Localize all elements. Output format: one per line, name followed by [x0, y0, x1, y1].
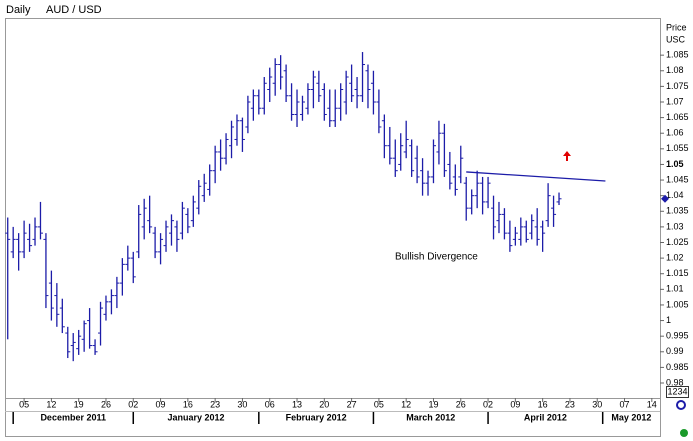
month-label: May 2012 [611, 412, 651, 422]
annotation: Bullish Divergence [395, 252, 478, 263]
y-tick-label: 1.08 [666, 65, 684, 75]
y-tick-label: 1.085 [666, 50, 689, 60]
x-tick-label: 19 [74, 399, 84, 409]
y-tick-label: 0.98 [666, 377, 684, 387]
x-tick-label: 23 [565, 399, 575, 409]
y-tick-label: 1.025 [666, 237, 689, 247]
x-tick-label: 30 [592, 399, 602, 409]
corner-label: 1234 [667, 386, 687, 396]
x-tick-label: 05 [19, 399, 29, 409]
y-tick-label: 1.02 [666, 252, 684, 262]
x-tick-label: 20 [319, 399, 329, 409]
y-tick-label: 1.055 [666, 143, 689, 153]
x-tick-label: 14 [647, 399, 657, 409]
y-tick-label: 1.075 [666, 81, 689, 91]
x-tick-label: 12 [46, 399, 56, 409]
month-label: February 2012 [286, 412, 347, 422]
trendline [466, 171, 606, 182]
x-tick-label: 19 [428, 399, 438, 409]
y-tick-label: 0.995 [666, 331, 689, 341]
y-tick-label: 1 [666, 315, 671, 325]
y-tick-label: 1.06 [666, 128, 684, 138]
arrow-icon [563, 151, 571, 161]
y-tick-label: 1.07 [666, 96, 684, 106]
y-tick-label: 1.05 [666, 159, 684, 169]
x-tick-label: 02 [128, 399, 138, 409]
y-tick-label: 1.01 [666, 284, 684, 294]
x-tick-label: 16 [183, 399, 193, 409]
x-tick-label: 26 [101, 399, 111, 409]
y-tick-label: 0.985 [666, 362, 689, 372]
y-tick-label: 1.015 [666, 268, 689, 278]
plot-frame [5, 18, 661, 399]
y-tick-label: 1.065 [666, 112, 689, 122]
chart-subtitle: AUD / USD [46, 4, 102, 16]
x-tick-label: 13 [292, 399, 302, 409]
y-tick-label: 1.035 [666, 206, 689, 216]
y-tick-label: 1.045 [666, 174, 689, 184]
x-tick-label: 02 [483, 399, 493, 409]
axis-label: USC [666, 34, 686, 44]
month-label: January 2012 [168, 412, 225, 422]
status-icon [680, 429, 688, 437]
y-tick-label: 0.99 [666, 346, 684, 356]
x-tick-label: 26 [456, 399, 466, 409]
x-tick-label: 06 [265, 399, 275, 409]
month-label: March 2012 [406, 412, 455, 422]
y-tick-label: 1.03 [666, 221, 684, 231]
month-label: December 2011 [40, 412, 106, 422]
y-tick-label: 1.04 [666, 190, 684, 200]
x-tick-label: 27 [347, 399, 357, 409]
x-tick-label: 05 [374, 399, 384, 409]
toggle-icon[interactable] [676, 400, 686, 410]
x-tick-label: 09 [156, 399, 166, 409]
x-tick-label: 12 [401, 399, 411, 409]
corner-box [666, 386, 689, 398]
last-price-marker [661, 194, 669, 203]
x-axis-frame [5, 398, 661, 437]
x-tick-label: 23 [210, 399, 220, 409]
y-tick-label: 1.005 [666, 299, 689, 309]
x-tick-label: 07 [620, 399, 630, 409]
x-tick-label: 09 [510, 399, 520, 409]
x-tick-label: 16 [538, 399, 548, 409]
x-tick-label: 30 [237, 399, 247, 409]
axis-label: Price [666, 22, 687, 32]
chart-title: Daily [6, 4, 31, 16]
month-label: April 2012 [524, 412, 567, 422]
